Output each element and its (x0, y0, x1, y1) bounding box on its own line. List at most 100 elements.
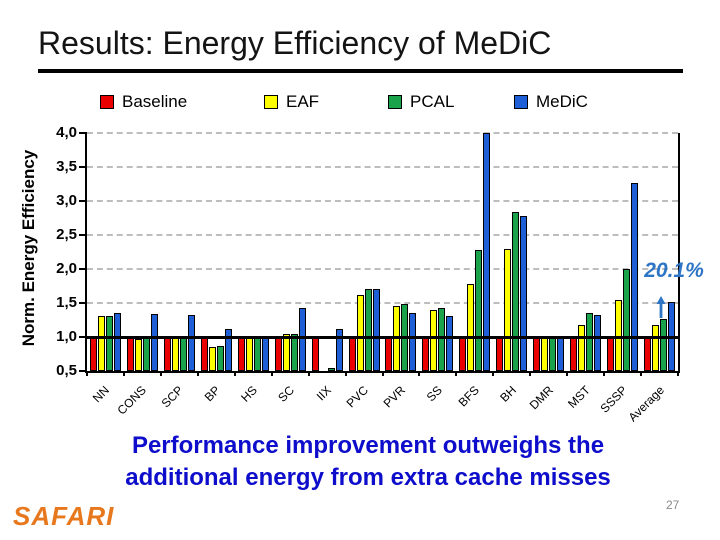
bar-eaf-bh (504, 249, 512, 371)
bar-eaf-bp (208, 347, 216, 371)
y-axis-tick-label: 2,0 (56, 260, 77, 277)
bar-baseline-average (644, 337, 652, 371)
bar-eaf-nn (97, 315, 105, 371)
gridline (87, 166, 678, 168)
bar-pcal-scp (179, 337, 187, 371)
bar-medic-ss (446, 315, 454, 371)
bar-medic-sc (298, 308, 306, 371)
x-axis-tick (566, 371, 569, 376)
x-axis-tick (270, 371, 273, 376)
bar-medic-pvc (372, 288, 380, 371)
page-number: 27 (666, 498, 680, 512)
legend-label: MeDiC (536, 92, 588, 111)
bar-eaf-average (652, 325, 660, 371)
bar-baseline-ss (422, 337, 430, 371)
y-axis-tick (79, 166, 87, 168)
y-axis-tick (79, 302, 87, 304)
bar-baseline-dmr (533, 337, 541, 371)
bar-medic-hs (261, 337, 269, 371)
bar-baseline-mst (570, 337, 578, 371)
x-axis-tick (381, 371, 384, 376)
bar-baseline-pvr (385, 337, 393, 371)
bar-medic-bp (224, 328, 232, 371)
legend-item-medic: MeDiC (514, 92, 588, 112)
gridline (87, 234, 678, 236)
takeaway-line-1: Performance improvement outweighs the (131, 432, 605, 459)
baseline-1x (87, 336, 678, 339)
legend-item-eaf: EAF (264, 92, 319, 112)
y-axis-tick (79, 132, 87, 134)
bar-pcal-sssp (623, 269, 631, 371)
bar-medic-pvr (409, 312, 417, 371)
y-axis-tick (79, 234, 87, 236)
bar-eaf-ss (430, 310, 438, 371)
bar-pcal-ss (438, 308, 446, 371)
bar-baseline-bfs (459, 337, 467, 371)
y-axis-tick-label: 4,0 (56, 124, 77, 141)
legend-label: EAF (286, 92, 320, 111)
x-axis-tick (603, 371, 606, 376)
bar-baseline-nn (89, 337, 97, 371)
bar-pcal-average (660, 318, 668, 371)
slide-title: Results: Energy Efficiency of MeDiC (38, 25, 552, 61)
gridline (87, 268, 678, 270)
bar-baseline-cons (126, 337, 134, 371)
bar-pcal-mst (586, 312, 594, 371)
x-axis-tick (233, 371, 236, 376)
bar-medic-bh (520, 215, 528, 371)
bar-baseline-bh (496, 337, 504, 371)
x-axis-tick (344, 371, 347, 376)
y-axis-tick (79, 200, 87, 202)
bar-baseline-bp (200, 337, 208, 371)
bar-baseline-sc (274, 337, 282, 371)
x-axis-tick (640, 371, 643, 376)
bar-pcal-sc (290, 333, 298, 371)
y-axis-tick (79, 370, 87, 372)
y-axis-tick-label: 0,5 (56, 362, 77, 379)
x-axis-tick (677, 371, 679, 376)
bar-pcal-pvc (364, 288, 372, 371)
x-axis-tick (307, 371, 310, 376)
y-axis-tick-label: 3,5 (56, 158, 77, 175)
bar-eaf-hs (245, 337, 253, 371)
gridline (87, 132, 678, 134)
bar-medic-dmr (557, 337, 565, 371)
gridline (87, 200, 678, 202)
bar-pcal-bp (216, 345, 224, 371)
bar-baseline-sssp (607, 337, 615, 371)
y-axis-tick (79, 268, 87, 270)
x-axis-tick (529, 371, 532, 376)
bar-baseline-scp (163, 337, 171, 371)
bar-pcal-bfs (475, 249, 483, 371)
legend-swatch-icon (264, 95, 278, 109)
legend-item-baseline: Baseline (100, 92, 187, 112)
bar-pcal-iix (327, 367, 335, 371)
legend-label: PCAL (410, 92, 455, 111)
bar-medic-sssp (631, 182, 639, 371)
x-axis-tick (196, 371, 199, 376)
x-axis-tick (122, 371, 125, 376)
y-axis-tick-label: 2,5 (56, 226, 77, 243)
x-axis-tick (492, 371, 495, 376)
chart-legend: Baseline EAF PCAL MeDiC (0, 92, 720, 116)
y-axis-tick-label: 1,5 (56, 294, 77, 311)
x-axis-tick (455, 371, 458, 376)
legend-label: Baseline (122, 92, 188, 111)
bar-eaf-mst (578, 325, 586, 371)
bar-pcal-hs (253, 337, 261, 371)
y-axis-tick (79, 336, 87, 338)
legend-item-pcal: PCAL (388, 92, 454, 112)
bar-medic-iix (335, 328, 343, 371)
up-arrow-icon (655, 295, 667, 324)
legend-swatch-icon (388, 95, 402, 109)
bar-pcal-nn (105, 315, 113, 371)
plot-area: 0,5 1,0 1,5 2,0 2,5 3,0 3,5 4,0 NN CONS SCP BP HS SC I… (56, 124, 680, 424)
bar-pcal-dmr (549, 337, 557, 371)
bar-eaf-sc (282, 334, 290, 371)
bar-medic-bfs (483, 133, 491, 371)
bar-baseline-pvc (348, 337, 356, 371)
bar-medic-nn (113, 312, 121, 371)
bar-eaf-pvc (356, 294, 364, 371)
takeaway-message: Performance improvement outweighs the ad… (16, 430, 720, 494)
